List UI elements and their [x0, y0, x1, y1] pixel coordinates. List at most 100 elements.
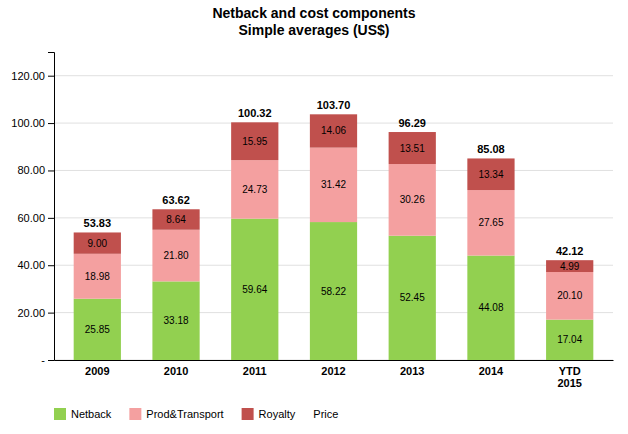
y-tick: 60.00 — [17, 212, 54, 224]
bar-segment — [389, 236, 436, 360]
y-tick-mark — [48, 313, 54, 314]
x-tick: 2009 — [85, 365, 109, 377]
data-label: 44.08 — [478, 302, 503, 313]
total-label: 103.70 — [317, 99, 351, 111]
data-label: 24.73 — [242, 184, 267, 195]
data-label: 14.06 — [321, 125, 346, 136]
y-tick-label: 100.00 — [11, 117, 45, 129]
data-labels: 25.85 33.18 59.64 58.22 52.45 44.08 17.04 18.98… — [84, 99, 584, 345]
data-label: 13.34 — [478, 169, 503, 180]
title-line: Simple averages (US$) — [239, 22, 390, 38]
x-tick: 2013 — [400, 365, 424, 377]
total-label: 96.29 — [398, 117, 426, 129]
total-label: 100.32 — [238, 107, 272, 119]
x-tick-label-line: 2011 — [243, 365, 267, 377]
data-label: 33.18 — [164, 315, 189, 326]
title-line: Netback and cost components — [212, 5, 415, 21]
data-label: 52.45 — [400, 292, 425, 303]
total-label: 42.12 — [556, 245, 584, 257]
legend-label: Netback — [71, 408, 112, 420]
data-label: 8.64 — [166, 214, 186, 225]
legend-swatch — [242, 408, 254, 420]
legend-label: Prod&Transport — [146, 408, 223, 420]
x-axis-line — [55, 360, 614, 361]
bar-segment — [74, 299, 121, 360]
legend-swatch — [129, 408, 141, 420]
legend-item: Netback — [54, 408, 112, 420]
x-tick-label: YTD2015 — [557, 365, 581, 390]
x-tick-label-line: 2009 — [85, 365, 109, 377]
x-tick: 2010 — [164, 365, 188, 377]
x-tick: YTD2015 — [557, 365, 581, 390]
legend-item: Price — [313, 408, 338, 420]
title: Netback and cost componentsSimple averag… — [212, 5, 415, 38]
legend-item: Royalty — [242, 408, 296, 420]
x-tick-label: 2011 — [243, 365, 267, 377]
bar-segment — [467, 256, 514, 360]
x-tick-label: 2013 — [400, 365, 424, 377]
x-tick-label-line: YTD — [559, 365, 581, 377]
bar-segment — [546, 272, 593, 320]
legend: Netback Prod&Transport Royalty Price — [54, 408, 338, 420]
y-tick-label: - — [41, 354, 45, 366]
y-tick: 120.00 — [11, 70, 54, 82]
bar-segment — [310, 148, 357, 222]
y-tick-mark — [48, 218, 54, 219]
y-tick-mark — [48, 170, 54, 171]
y-tick-mark — [48, 123, 54, 124]
y-tick-mark — [48, 265, 54, 266]
total-label: 53.83 — [84, 217, 112, 229]
bars — [74, 114, 594, 360]
x-tick-label-line: 2012 — [321, 365, 345, 377]
y-tick-mark — [48, 76, 54, 77]
bar-segment — [231, 219, 278, 360]
bar-segment — [389, 164, 436, 236]
chart: Netback and cost componentsSimple averag… — [0, 0, 628, 434]
x-tick-label: 2012 — [321, 365, 345, 377]
bar-segment — [152, 281, 199, 360]
data-label: 20.10 — [557, 290, 582, 301]
data-label: 17.04 — [557, 334, 582, 345]
data-label: 27.65 — [478, 217, 503, 228]
data-label: 59.64 — [242, 284, 267, 295]
x-tick-label: 2010 — [164, 365, 188, 377]
y-tick: 40.00 — [17, 259, 54, 271]
x-tick-label: 2009 — [85, 365, 109, 377]
data-label: 21.80 — [164, 250, 189, 261]
data-label: 25.85 — [85, 324, 110, 335]
bar-segment — [310, 222, 357, 360]
x-axis: 2009 2010 2011 2012 2013 2014 YTD2015 — [55, 361, 614, 390]
data-label: 15.95 — [242, 136, 267, 147]
grid-line — [54, 75, 613, 76]
data-label: 30.26 — [400, 194, 425, 205]
y-tick: 80.00 — [17, 164, 54, 176]
x-tick: 2012 — [321, 365, 345, 377]
data-label: 9.00 — [88, 238, 108, 249]
bar-segment — [74, 232, 121, 253]
y-tick: 20.00 — [17, 307, 54, 319]
x-tick-label-line: 2014 — [479, 365, 504, 377]
legend-label: Price — [313, 408, 338, 420]
bar-segment — [310, 114, 357, 147]
y-tick-label: 20.00 — [17, 307, 45, 319]
bar-segment — [546, 320, 593, 360]
legend-label: Royalty — [259, 408, 296, 420]
y-tick: 100.00 — [11, 117, 54, 129]
data-label: 58.22 — [321, 286, 346, 297]
y-tick-mark — [48, 360, 54, 361]
x-tick: 2011 — [243, 365, 267, 377]
data-label: 13.51 — [400, 143, 425, 154]
bar-segment — [467, 190, 514, 256]
y-tick-label: 60.00 — [17, 212, 45, 224]
bar-segment — [152, 209, 199, 229]
total-label: 85.08 — [477, 143, 505, 155]
y-axis: - 20.00 40.00 60.00 80.00 100.00 120.00 — [11, 53, 54, 367]
bar-segment — [231, 122, 278, 160]
data-label: 31.42 — [321, 179, 346, 190]
y-tick-label: 120.00 — [11, 70, 45, 82]
bar-segment — [152, 230, 199, 282]
data-label: 18.98 — [85, 271, 110, 282]
grid — [54, 76, 613, 360]
legend-item: Prod&Transport — [129, 408, 223, 420]
bar-segment — [389, 132, 436, 164]
